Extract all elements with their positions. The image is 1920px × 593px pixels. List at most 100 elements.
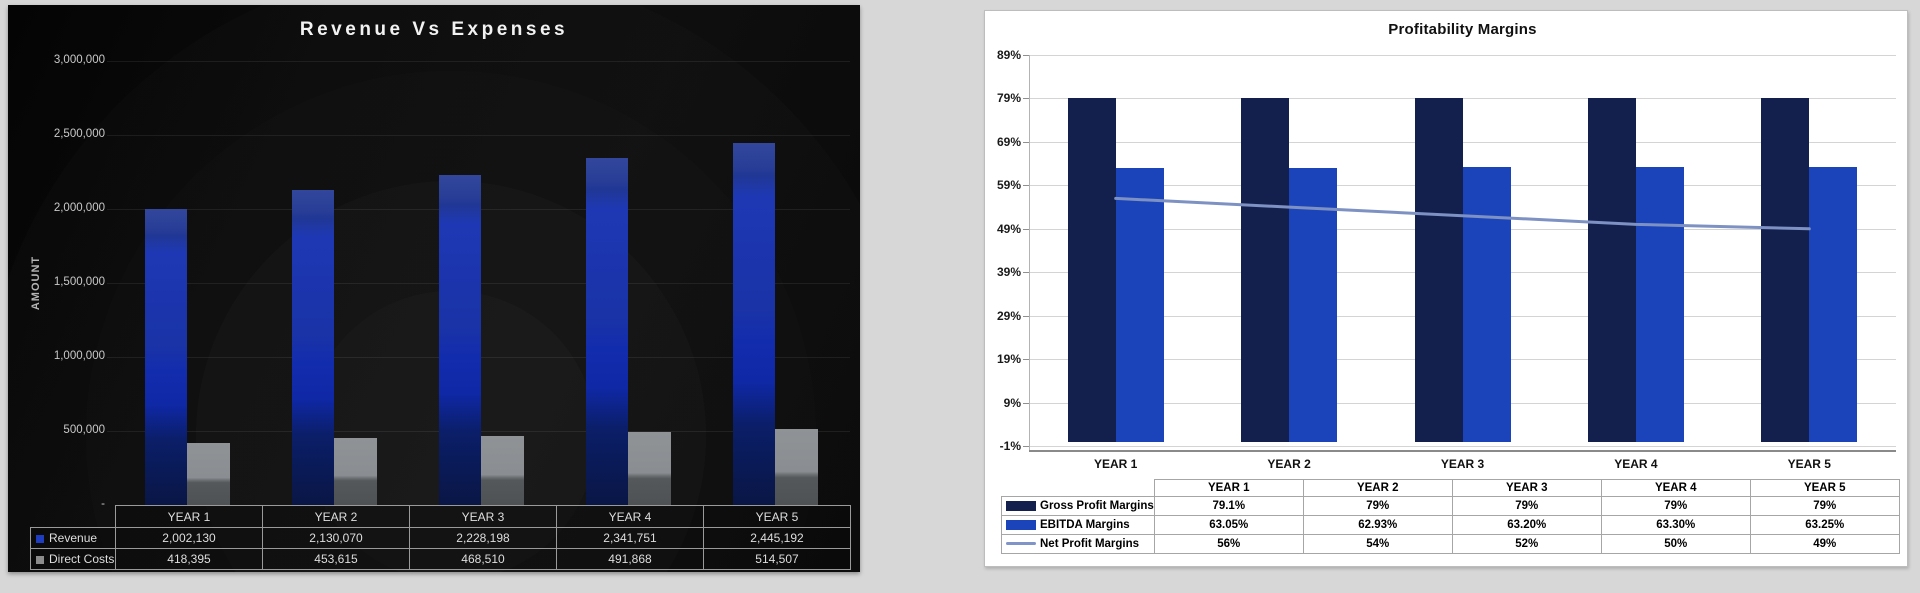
left-table-header-year-3: YEAR 3 (409, 505, 557, 528)
right-table-value-gross-profit-margins-year-3: 79% (1451, 496, 1602, 516)
right-gridline-69 (1029, 141, 1896, 143)
left-table-value-direct-costs-year-4: 491,868 (556, 548, 704, 570)
right-table-value-ebitda-margins-year-2: 62.93% (1302, 515, 1453, 535)
bar-ebitda-margins-year-3 (1462, 167, 1511, 442)
left-y-tick-label: 2,000,000 (53, 202, 105, 214)
left-y-tick-label: 1,000,000 (53, 350, 105, 362)
right-table-value-gross-profit-margins-year-5: 79% (1749, 496, 1900, 516)
right-table-value-gross-profit-margins-year-1: 79.1% (1153, 496, 1304, 516)
bar-direct-costs-year-2 (334, 437, 377, 505)
right-table-value-net-profit-margins-year-1: 56% (1153, 534, 1304, 554)
left-y-tick-label: 500,000 (63, 424, 105, 436)
ebitda-margins-legend-swatch-icon (1006, 519, 1036, 530)
left-y-tick-label: 2,500,000 (53, 128, 105, 140)
table-row: Direct Costs 418,395 453,615 468,510 491,868… (30, 548, 851, 570)
bar-ebitda-margins-year-2 (1289, 168, 1338, 442)
right-y-tickmark (1023, 446, 1029, 447)
left-table-corner-cell (30, 505, 116, 528)
left-table-value-revenue-year-2: 2,130,070 (262, 527, 410, 549)
net-profit-margins-legend-swatch-icon (1006, 542, 1036, 546)
right-table-value-net-profit-margins-year-3: 52% (1451, 534, 1602, 554)
left-table-value-revenue-year-1: 2,002,130 (115, 527, 263, 549)
right-y-tick-label: 39% (996, 265, 1021, 280)
left-gridline-3000000 (107, 61, 850, 62)
revenue-legend-swatch-icon (36, 534, 44, 543)
right-x-label-year-1: YEAR 1 (1094, 457, 1138, 471)
right-y-tickmark (1023, 272, 1029, 274)
right-gridline-79 (1029, 98, 1896, 100)
right-x-label-year-2: YEAR 2 (1267, 457, 1311, 471)
left-gridline-2500000 (107, 135, 850, 136)
gross-profit-margins-legend-swatch-icon (1006, 500, 1036, 511)
right-table-header-year-3: YEAR 3 (1451, 479, 1602, 497)
revenue-vs-expenses-chart[interactable]: Revenue Vs Expenses AMOUNT 3,000,000 2,50… (8, 5, 860, 572)
left-data-table: YEAR 1 YEAR 2 YEAR 3 YEAR 4 YEAR 5 Revenue 2,0… (30, 505, 851, 570)
right-y-axis-line (1029, 55, 1030, 450)
left-table-value-direct-costs-year-5: 514,507 (703, 548, 851, 570)
right-table-value-gross-profit-margins-year-2: 79% (1302, 496, 1453, 516)
right-table-value-net-profit-margins-year-5: 49% (1749, 534, 1900, 554)
right-y-tick-label: -1% (999, 439, 1021, 453)
right-y-tickmark (1023, 185, 1029, 187)
profitability-margins-chart[interactable]: Profitability Margins 89% 79% 69% 59% 49% 39%… (984, 10, 1908, 567)
bar-direct-costs-year-4 (628, 432, 671, 505)
right-table-value-ebitda-margins-year-3: 63.20% (1451, 515, 1602, 535)
table-row: EBITDA Margins 63.05% 62.93% 63.20% 63.30% 63… (1001, 515, 1900, 535)
bar-ebitda-margins-year-5 (1809, 166, 1858, 442)
right-y-tick-label: 59% (996, 178, 1021, 193)
bar-gross-profit-margins-year-5 (1761, 98, 1810, 442)
left-legend-direct-costs: Direct Costs (30, 548, 116, 570)
bar-gross-profit-margins-year-1 (1067, 98, 1116, 442)
left-legend-revenue: Revenue (30, 527, 116, 549)
right-x-label-year-4: YEAR 4 (1614, 457, 1658, 471)
table-row: Revenue 2,002,130 2,130,070 2,228,198 2,341,… (30, 527, 851, 549)
right-table-value-ebitda-margins-year-1: 63.05% (1153, 515, 1304, 535)
bar-gross-profit-margins-year-2 (1241, 98, 1290, 442)
right-gridline-89 (1029, 55, 1896, 56)
right-y-tickmark (1023, 98, 1029, 100)
right-table-value-gross-profit-margins-year-4: 79% (1600, 496, 1751, 516)
left-table-value-direct-costs-year-3: 468,510 (409, 548, 557, 570)
right-y-tickmark (1023, 228, 1029, 230)
right-table-value-ebitda-margins-year-5: 63.25% (1749, 515, 1900, 535)
left-table-value-revenue-year-4: 2,341,751 (556, 527, 704, 549)
right-table-header-year-4: YEAR 4 (1600, 479, 1751, 497)
right-table-corner-cell (1001, 479, 1155, 497)
right-y-tick-label: 89% (996, 48, 1021, 62)
right-table-header-year-1: YEAR 1 (1153, 479, 1304, 497)
right-x-label-year-3: YEAR 3 (1440, 457, 1485, 471)
bar-ebitda-margins-year-1 (1115, 167, 1164, 442)
right-y-tick-label: 9% (1003, 395, 1021, 410)
right-y-tick-label: 69% (996, 134, 1021, 149)
right-y-tickmark (1023, 359, 1029, 361)
right-y-tickmark (1023, 55, 1029, 56)
right-y-tickmark (1023, 315, 1029, 317)
direct-costs-legend-swatch-icon (36, 555, 44, 564)
right-table-header-year-2: YEAR 2 (1302, 479, 1453, 497)
right-legend-net-profit-margins: Net Profit Margins (1001, 534, 1155, 554)
right-y-tick-label: 19% (996, 352, 1021, 367)
right-table-value-net-profit-margins-year-4: 50% (1600, 534, 1751, 554)
right-x-axis-line (1029, 450, 1896, 452)
right-y-tick-label: 29% (996, 308, 1021, 323)
right-table-header-year-5: YEAR 5 (1749, 479, 1900, 497)
bar-ebitda-margins-year-4 (1635, 166, 1684, 442)
left-table-header-year-5: YEAR 5 (703, 505, 851, 528)
right-y-tick-label: 49% (996, 221, 1021, 236)
left-table-value-revenue-year-3: 2,228,198 (409, 527, 557, 549)
bar-revenue-year-4 (586, 158, 628, 505)
bar-revenue-year-5 (733, 143, 775, 505)
left-table-value-direct-costs-year-2: 453,615 (262, 548, 410, 570)
right-table-value-net-profit-margins-year-2: 54% (1302, 534, 1453, 554)
bar-gross-profit-margins-year-4 (1587, 98, 1636, 442)
right-y-tickmark (1023, 402, 1029, 404)
left-y-tick-label: - (101, 498, 105, 510)
bar-gross-profit-margins-year-3 (1414, 98, 1463, 442)
right-chart-title: Profitability Margins (1388, 21, 1537, 38)
right-gridline-1 (1029, 446, 1896, 447)
right-legend-gross-profit-margins: Gross Profit Margins (1001, 496, 1155, 516)
left-table-header-year-1: YEAR 1 (115, 505, 263, 528)
right-y-tick-label: 79% (996, 91, 1021, 106)
bar-revenue-year-2 (292, 189, 334, 505)
right-data-table: YEAR 1 YEAR 2 YEAR 3 YEAR 4 YEAR 5 Gross Prof… (1001, 479, 1900, 554)
